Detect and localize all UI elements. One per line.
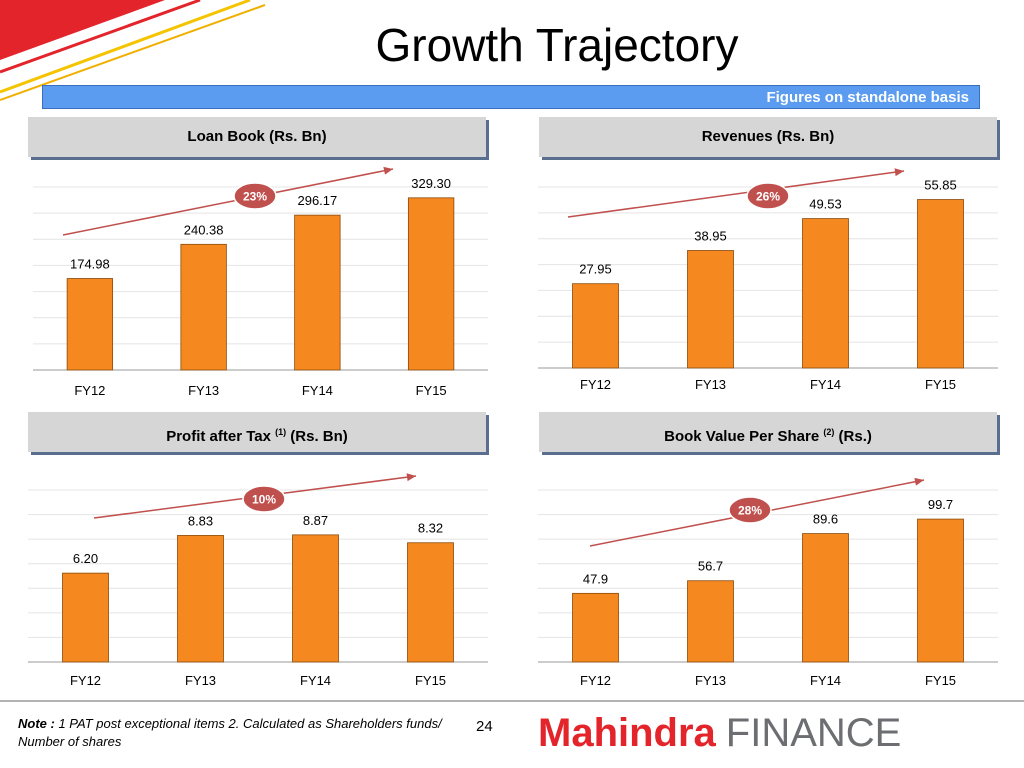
bar [62, 572, 109, 663]
bar [292, 534, 339, 663]
loan-book-header: Loan Book (Rs. Bn) [28, 117, 486, 157]
value-label: 99.7 [928, 497, 953, 512]
pat-header-unit: (Rs. Bn) [290, 428, 348, 445]
category-label: FY12 [74, 383, 105, 398]
growth-badge-label: 28% [738, 504, 762, 518]
pat-header-label: Profit after Tax [166, 428, 271, 445]
revenues-chart: 27.95 FY12 38.95 FY13 49.53 FY14 55.85 FY15 26% [538, 165, 998, 405]
bar [802, 218, 849, 369]
value-label: 329.30 [411, 176, 451, 191]
bar [687, 250, 734, 369]
category-label: FY12 [70, 673, 101, 688]
category-label: FY13 [695, 673, 726, 688]
bvps-chart-svg: 47.9 FY12 56.7 FY13 89.6 FY14 99.7 FY15 28% [538, 477, 998, 688]
category-label: FY15 [416, 383, 447, 398]
value-label: 174.98 [70, 257, 110, 272]
category-label: FY14 [810, 377, 841, 392]
pat-header: Profit after Tax (1) (Rs. Bn) [28, 412, 486, 452]
growth-arrow-head [914, 477, 924, 486]
logo-sub: FINANCE [725, 711, 902, 755]
value-label: 56.7 [698, 559, 723, 574]
value-label: 89.6 [813, 512, 838, 527]
bar [917, 199, 964, 369]
value-label: 8.83 [188, 513, 213, 528]
category-label: FY15 [925, 377, 956, 392]
growth-badge-label: 10% [252, 493, 276, 507]
growth-arrow-head [894, 168, 904, 177]
bar [407, 197, 455, 371]
bar [407, 542, 454, 663]
category-label: FY15 [415, 673, 446, 688]
value-label: 38.95 [694, 229, 727, 244]
loan-book-header-label: Loan Book (Rs. Bn) [187, 128, 327, 145]
value-label: 6.20 [73, 551, 98, 566]
footnote-label: Note : [18, 716, 55, 731]
revenues-header-label: Revenues (Rs. Bn) [701, 128, 835, 145]
loan-book-chart: 174.98 FY12 240.38 FY13 296.17 FY14 329.30 FY15… [33, 165, 488, 405]
pat-header-footnote: (1) [275, 427, 287, 437]
category-label: FY14 [302, 383, 333, 398]
loan-book-chart-svg: 174.98 FY12 240.38 FY13 296.17 FY14 329.30 FY15… [33, 166, 488, 398]
footer-divider [0, 700, 1024, 702]
bvps-chart: 47.9 FY12 56.7 FY13 89.6 FY14 99.7 FY15 28% [538, 460, 998, 695]
growth-badge [728, 496, 772, 524]
value-label: 47.9 [583, 571, 608, 586]
pat-chart-svg: 6.20 FY12 8.83 FY13 8.87 FY14 8.32 FY15 10% [28, 473, 488, 688]
value-label: 55.85 [924, 178, 957, 193]
growth-badge-label: 26% [756, 190, 780, 204]
value-label: 27.95 [579, 262, 612, 277]
mahindra-finance-logo: Mahindra FINANCE [538, 708, 901, 758]
bvps-header-unit: (Rs.) [838, 428, 872, 445]
growth-arrow-line [567, 170, 905, 218]
category-label: FY15 [925, 673, 956, 688]
category-label: FY14 [300, 673, 331, 688]
pat-chart: 6.20 FY12 8.83 FY13 8.87 FY14 8.32 FY15 10% [28, 460, 488, 695]
growth-arrow-head [383, 166, 393, 175]
value-label: 8.87 [303, 513, 328, 528]
growth-badge-label: 23% [243, 190, 267, 204]
revenues-header: Revenues (Rs. Bn) [539, 117, 997, 157]
bar [177, 535, 224, 663]
growth-badge [746, 182, 790, 210]
value-label: 49.53 [809, 197, 842, 212]
category-label: FY14 [810, 673, 841, 688]
value-label: 240.38 [184, 222, 224, 237]
bar [917, 518, 964, 663]
bvps-header-footnote: (2) [823, 427, 835, 437]
logo-brand: Mahindra [538, 711, 716, 755]
value-label: 8.32 [418, 521, 443, 536]
bar [180, 243, 227, 371]
category-label: FY12 [580, 673, 611, 688]
page-number: 24 [476, 718, 493, 735]
category-label: FY12 [580, 377, 611, 392]
growth-badge [233, 182, 277, 210]
category-label: FY13 [185, 673, 216, 688]
footnote: Note : 1 PAT post exceptional items 2. C… [18, 715, 458, 751]
bar [66, 278, 114, 371]
corner-decoration [0, 0, 266, 101]
value-label: 296.17 [297, 193, 337, 208]
bvps-header-label: Book Value Per Share [664, 428, 820, 445]
bvps-header: Book Value Per Share (2) (Rs.) [539, 412, 997, 452]
footnote-text: 1 PAT post exceptional items 2. Calculat… [18, 716, 442, 749]
bar [802, 533, 849, 663]
bar [687, 580, 734, 663]
category-label: FY13 [188, 383, 219, 398]
bar [572, 283, 619, 369]
growth-badge [242, 485, 286, 513]
category-label: FY13 [695, 377, 726, 392]
growth-arrow-head [406, 473, 416, 482]
page-title: Growth Trajectory [375, 19, 739, 71]
standalone-banner: Figures on standalone basis [42, 85, 980, 109]
bar [294, 214, 341, 371]
growth-arrow-line [62, 168, 394, 236]
bar [572, 592, 619, 663]
revenues-chart-svg: 27.95 FY12 38.95 FY13 49.53 FY14 55.85 FY15 26% [538, 168, 998, 392]
